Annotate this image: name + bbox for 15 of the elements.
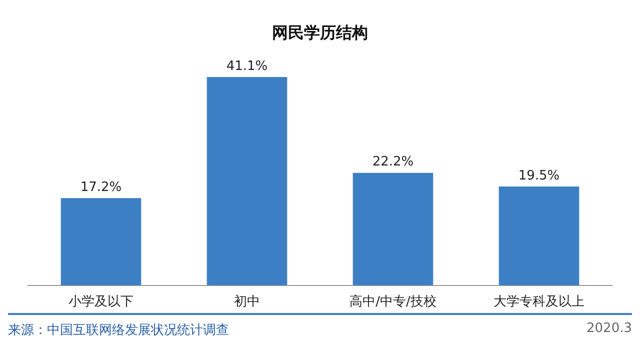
text: 2020.3: [586, 321, 632, 338]
data-label: 19.5%: [518, 168, 560, 184]
x-tick-label: 初中: [234, 294, 260, 310]
data-label: 17.2%: [80, 180, 122, 196]
x-tick-label: 小学及以下: [68, 294, 134, 310]
bar: [498, 186, 580, 286]
source-note: 来源：中国互联网络发展状况统计调查: [8, 322, 229, 339]
bar: [206, 76, 288, 286]
x-tick-label: 高中/中专/技校: [350, 294, 436, 310]
bar: [352, 172, 434, 286]
chart-title: 网民学历结构: [272, 22, 368, 42]
bar: [60, 198, 142, 286]
data-label: 41.1%: [226, 58, 268, 74]
data-label: 22.2%: [372, 154, 414, 170]
x-tick-label: 大学专科及以上: [494, 294, 584, 310]
